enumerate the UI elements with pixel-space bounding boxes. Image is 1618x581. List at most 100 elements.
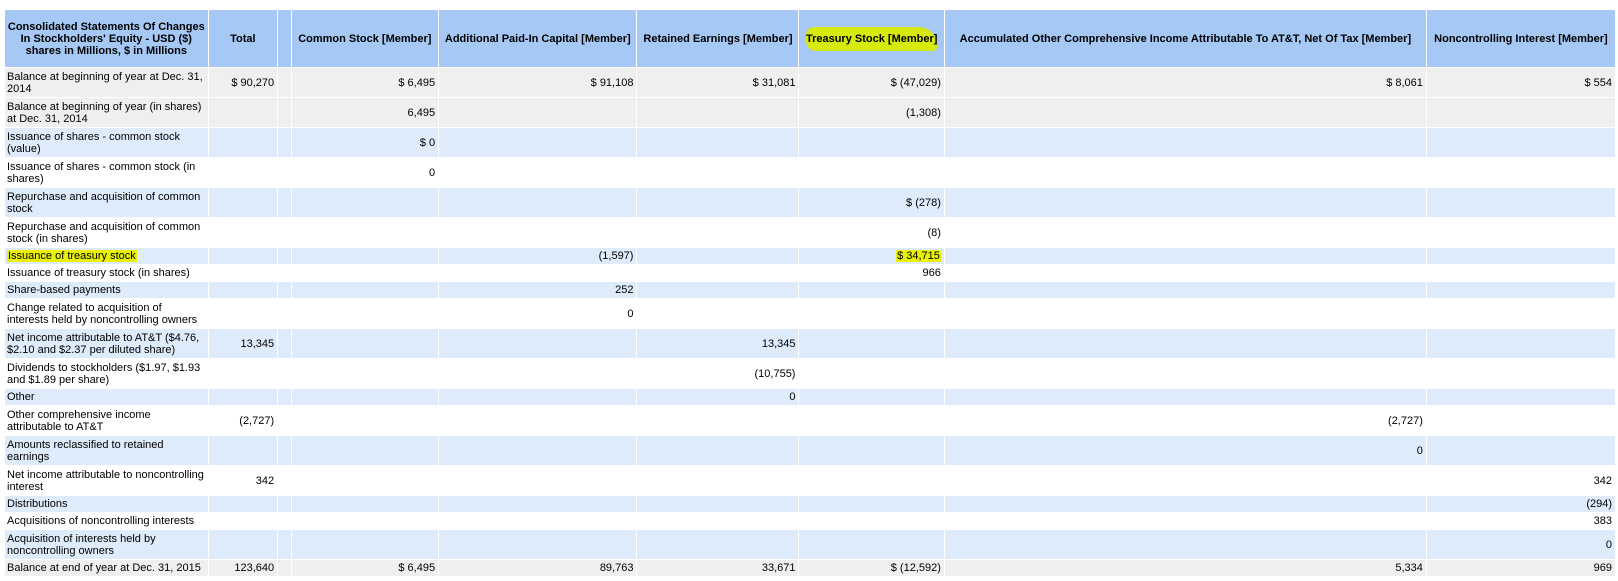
cell-total: 13,345 <box>208 329 278 358</box>
cell-apic: $ 91,108 <box>439 68 637 97</box>
row-label: Balance at beginning of year at Dec. 31,… <box>5 68 208 97</box>
cell-retained-earnings <box>637 282 799 298</box>
cell-apic <box>439 158 637 187</box>
cell-treasury-stock <box>799 513 944 529</box>
cell-noncontrolling-interest: 342 <box>1426 466 1615 495</box>
row-label: Net income attributable to AT&T ($4.76, … <box>5 329 208 358</box>
cell-common-stock <box>291 466 439 495</box>
header-row: Consolidated Statements Of Changes In St… <box>5 10 1615 67</box>
cell-apic <box>439 389 637 405</box>
cell-retained-earnings <box>637 158 799 187</box>
cell-retained-earnings <box>637 466 799 495</box>
cell-noncontrolling-interest: 969 <box>1426 560 1615 576</box>
row-label: Amounts reclassified to retained earning… <box>5 436 208 465</box>
cell-noncontrolling-interest <box>1426 248 1615 264</box>
cell-noncontrolling-interest <box>1426 436 1615 465</box>
cell-retained-earnings <box>637 218 799 247</box>
cell-total <box>208 188 278 217</box>
row-label: Change related to acquisition of interes… <box>5 299 208 328</box>
table-row: Other comprehensive income attributable … <box>5 406 1615 435</box>
cell-retained-earnings <box>637 299 799 328</box>
table-row: Balance at beginning of year at Dec. 31,… <box>5 68 1615 97</box>
cell-treasury-stock: $ (12,592) <box>799 560 944 576</box>
cell-common-stock: 6,495 <box>291 98 439 127</box>
cell-common-stock <box>291 496 439 512</box>
row-label: Balance at beginning of year (in shares)… <box>5 98 208 127</box>
table-row: Dividends to stockholders ($1.97, $1.93 … <box>5 359 1615 388</box>
cell-noncontrolling-interest: $ 554 <box>1426 68 1615 97</box>
cell-apic <box>439 329 637 358</box>
cell-noncontrolling-interest <box>1426 282 1615 298</box>
cell-common-stock <box>291 530 439 559</box>
row-label: Share-based payments <box>5 282 208 298</box>
cell-apic <box>439 530 637 559</box>
cell-noncontrolling-interest <box>1426 265 1615 281</box>
cell-retained-earnings: 13,345 <box>637 329 799 358</box>
cell-total: $ 90,270 <box>208 68 278 97</box>
row-label: Issuance of shares - common stock (in sh… <box>5 158 208 187</box>
cell-total <box>208 299 278 328</box>
table-row: Issuance of shares - common stock (in sh… <box>5 158 1615 187</box>
cell-aoci <box>944 265 1426 281</box>
cell-noncontrolling-interest <box>1426 299 1615 328</box>
cell-footnote <box>278 496 291 512</box>
cell-aoci <box>944 530 1426 559</box>
cell-footnote <box>278 406 291 435</box>
cell-footnote <box>278 530 291 559</box>
row-label: Other comprehensive income attributable … <box>5 406 208 435</box>
cell-total <box>208 248 278 264</box>
highlight-mark: Issuance of treasury stock <box>7 250 137 262</box>
table-row: Share-based payments 252 <box>5 282 1615 298</box>
highlight-mark: $ 34,715 <box>896 250 941 262</box>
cell-footnote <box>278 248 291 264</box>
cell-apic <box>439 265 637 281</box>
cell-footnote <box>278 188 291 217</box>
cell-retained-earnings <box>637 436 799 465</box>
row-label: Net income attributable to noncontrollin… <box>5 466 208 495</box>
cell-footnote <box>278 158 291 187</box>
cell-footnote <box>278 513 291 529</box>
cell-apic <box>439 359 637 388</box>
cell-noncontrolling-interest <box>1426 389 1615 405</box>
cell-retained-earnings <box>637 513 799 529</box>
cell-common-stock: $ 6,495 <box>291 560 439 576</box>
cell-treasury-stock <box>799 359 944 388</box>
column-header-total: Total <box>208 10 278 67</box>
table-row: Issuance of shares - common stock (value… <box>5 128 1615 157</box>
cell-apic <box>439 128 637 157</box>
cell-noncontrolling-interest <box>1426 359 1615 388</box>
table-row: Issuance of treasury stock (1,597) $ 34,… <box>5 248 1615 264</box>
cell-footnote <box>278 466 291 495</box>
cell-apic: 89,763 <box>439 560 637 576</box>
stockholders-equity-table: Consolidated Statements Of Changes In St… <box>4 9 1616 577</box>
cell-common-stock <box>291 406 439 435</box>
cell-common-stock <box>291 282 439 298</box>
cell-footnote <box>278 329 291 358</box>
cell-total <box>208 513 278 529</box>
cell-total <box>208 218 278 247</box>
column-header-aoci: Accumulated Other Comprehensive Income A… <box>944 10 1426 67</box>
cell-footnote <box>278 560 291 576</box>
cell-common-stock: $ 6,495 <box>291 68 439 97</box>
corner-units: shares in Millions, $ in Millions <box>25 44 187 57</box>
cell-total <box>208 436 278 465</box>
cell-treasury-stock <box>799 329 944 358</box>
cell-treasury-stock <box>799 299 944 328</box>
table-row: Balance at end of year at Dec. 31, 2015 … <box>5 560 1615 576</box>
cell-treasury-stock: $ 34,715 <box>799 248 944 264</box>
cell-aoci: $ 8,061 <box>944 68 1426 97</box>
cell-footnote <box>278 128 291 157</box>
cell-total <box>208 359 278 388</box>
cell-retained-earnings <box>637 248 799 264</box>
cell-aoci <box>944 128 1426 157</box>
cell-treasury-stock <box>799 282 944 298</box>
cell-total <box>208 496 278 512</box>
cell-aoci <box>944 359 1426 388</box>
table-row: Balance at beginning of year (in shares)… <box>5 98 1615 127</box>
cell-aoci: 5,334 <box>944 560 1426 576</box>
table-row: Repurchase and acquisition of common sto… <box>5 188 1615 217</box>
cell-treasury-stock: $ (278) <box>799 188 944 217</box>
row-label: Issuance of treasury stock <box>5 248 208 264</box>
cell-common-stock <box>291 299 439 328</box>
